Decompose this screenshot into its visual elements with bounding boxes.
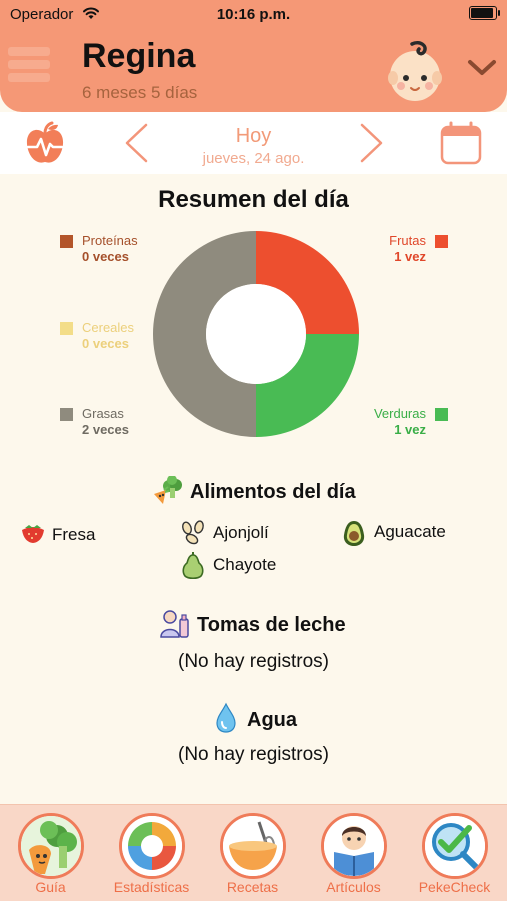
- legend-name: Grasas: [82, 406, 124, 421]
- avocado-icon: [343, 521, 365, 546]
- calendar-icon[interactable]: [440, 121, 482, 165]
- food-label: Chayote: [213, 555, 277, 574]
- wifi-icon: [83, 7, 99, 19]
- child-age: 6 meses 5 días: [82, 83, 198, 102]
- date-today-label: Hoy: [235, 125, 272, 147]
- broccoli-carrot-icon: [154, 476, 182, 504]
- date-navigator: Hoy jueves, 24 ago.: [0, 112, 507, 174]
- milk-empty-message: (No hay registros): [178, 651, 329, 672]
- tab-articulos[interactable]: Artículos: [303, 805, 404, 901]
- legend-name: Verduras: [373, 406, 426, 421]
- tab-estadisticas[interactable]: Estadísticas: [101, 805, 202, 901]
- donut-hole: [206, 284, 306, 384]
- legend-grasas: Grasas 2 veces: [60, 406, 170, 440]
- tab-label: PekeCheck: [418, 879, 491, 895]
- date-full-label: jueves, 24 ago.: [202, 150, 305, 167]
- food-label: Fresa: [52, 525, 96, 544]
- legend-name: Proteínas: [82, 233, 138, 248]
- legend-cereales: Cereales 0 veces: [60, 320, 170, 354]
- next-day-button[interactable]: [358, 122, 386, 164]
- reading-child-icon: [320, 813, 387, 879]
- legend-swatch: [60, 235, 73, 248]
- legend-name: Cereales: [82, 320, 135, 335]
- legend-frutas: Frutas 1 vez: [340, 233, 448, 267]
- battery-icon: [469, 6, 500, 20]
- chayote-icon: [182, 552, 204, 580]
- carrier-label: Operador: [10, 6, 74, 23]
- water-title: Agua: [247, 709, 297, 731]
- tab-pekecheck[interactable]: PekeCheck: [404, 805, 505, 901]
- mother-baby-bottle-icon: [160, 610, 189, 638]
- app-header: Operador 10:16 p.m. Regina 6 meses 5 día…: [0, 0, 507, 112]
- tab-label: Estadísticas: [113, 879, 190, 895]
- pie-chart-icon: [118, 813, 185, 879]
- tab-label: Recetas: [226, 879, 279, 895]
- child-name: Regina: [82, 37, 196, 75]
- strawberry-icon: [22, 525, 44, 543]
- menu-button[interactable]: [8, 47, 50, 93]
- tab-label: Guía: [35, 879, 66, 895]
- tab-recetas[interactable]: Recetas: [202, 805, 303, 901]
- legend-proteinas: Proteínas 0 veces: [60, 233, 170, 267]
- tab-label: Artículos: [326, 879, 381, 895]
- milk-title: Tomas de leche: [197, 614, 346, 636]
- baby-avatar-icon[interactable]: [386, 38, 444, 104]
- legend-swatch: [60, 322, 73, 335]
- status-bar: Operador 10:16 p.m.: [0, 0, 507, 28]
- food-label: Aguacate: [374, 522, 446, 541]
- donut-slice-grasas: [153, 231, 256, 437]
- legend-verduras: Verduras 1 vez: [340, 406, 448, 440]
- sesame-icon: [182, 520, 204, 545]
- legend-name: Frutas: [389, 233, 426, 248]
- broccoli-carrot-icon: [17, 813, 84, 879]
- magnifier-check-icon: [421, 813, 488, 879]
- summary-donut-chart: [153, 231, 359, 437]
- tab-guia[interactable]: Guía: [0, 805, 101, 901]
- food-label: Ajonjolí: [213, 523, 269, 542]
- legend-count: 1 vez: [394, 249, 426, 264]
- donut-slice-frutas: [256, 231, 359, 334]
- legend-swatch: [435, 408, 448, 421]
- mixing-bowl-icon: [219, 813, 286, 879]
- water-empty-message: (No hay registros): [178, 744, 329, 765]
- legend-count: 2 veces: [82, 422, 129, 437]
- tab-bar: Guía Estadísticas Recetas: [0, 804, 507, 901]
- summary-title: Resumen del día: [158, 186, 349, 213]
- legend-count: 1 vez: [394, 422, 426, 437]
- legend-swatch: [435, 235, 448, 248]
- status-time: 10:16 p.m.: [216, 6, 291, 23]
- apple-pulse-icon[interactable]: [24, 120, 66, 166]
- water-drop-icon: [216, 702, 236, 733]
- previous-day-button[interactable]: [122, 122, 150, 164]
- legend-count: 0 veces: [82, 336, 129, 351]
- foods-title: Alimentos del día: [190, 481, 356, 503]
- legend-swatch: [60, 408, 73, 421]
- chevron-down-icon[interactable]: [467, 58, 497, 78]
- donut-slice-verduras: [256, 334, 359, 437]
- legend-count: 0 veces: [82, 249, 129, 264]
